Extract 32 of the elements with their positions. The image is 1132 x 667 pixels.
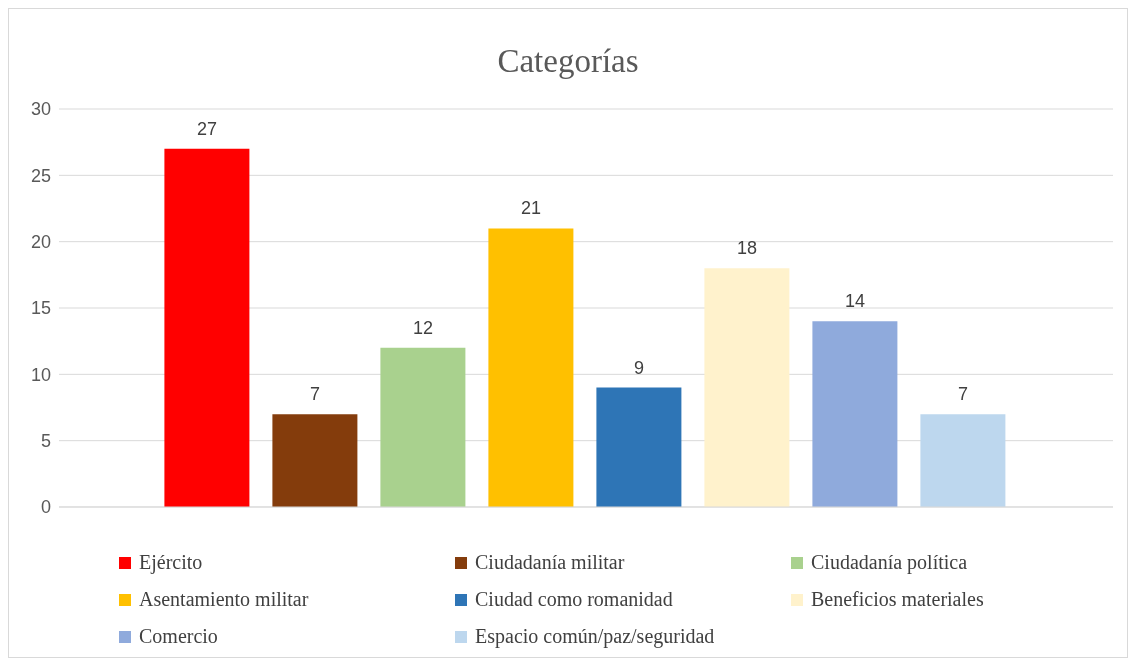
bar xyxy=(164,148,250,507)
legend-label: Ciudadanía política xyxy=(811,551,968,574)
y-tick-label: 20 xyxy=(30,232,51,253)
legend-label: Ejército xyxy=(139,551,203,574)
y-tick-label: 0 xyxy=(40,497,51,518)
legend-label: Asentamiento militar xyxy=(139,588,309,611)
data-label: 9 xyxy=(633,357,644,378)
bar xyxy=(488,228,574,507)
bar xyxy=(704,268,790,507)
y-tick-label: 30 xyxy=(30,99,51,120)
data-label: 18 xyxy=(736,238,757,259)
bar xyxy=(380,347,466,507)
data-label: 12 xyxy=(412,317,433,338)
data-label: 21 xyxy=(520,198,541,219)
bar xyxy=(920,414,1006,507)
chart-title: Categorías xyxy=(496,42,640,81)
bar xyxy=(596,387,682,507)
data-label: 7 xyxy=(957,384,968,405)
y-tick-label: 25 xyxy=(30,165,51,186)
bar xyxy=(812,321,898,507)
y-tick-label: 10 xyxy=(30,364,51,385)
data-label: 14 xyxy=(844,291,865,312)
legend-label: Beneficios materiales xyxy=(811,588,984,611)
y-tick-label: 5 xyxy=(40,431,51,452)
data-label: 7 xyxy=(309,384,320,405)
data-label: 27 xyxy=(196,118,217,139)
y-tick-label: 15 xyxy=(30,298,51,319)
bar xyxy=(272,414,358,507)
legend-label: Comercio xyxy=(139,625,218,648)
legend-label: Ciudadanía militar xyxy=(475,551,625,574)
legend-label: Espacio común/paz/seguridad xyxy=(475,625,715,648)
legend-label: Ciudad como romanidad xyxy=(475,588,673,611)
